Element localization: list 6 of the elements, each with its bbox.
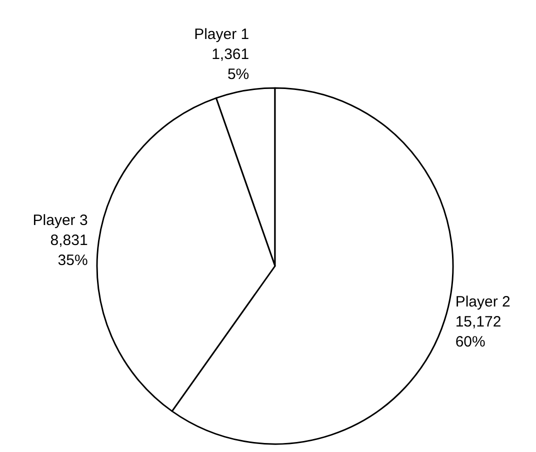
data-label: 8,831 35% (50, 232, 88, 269)
data-label: 15,172 60% (455, 313, 502, 350)
data-label: 1,361 5% (212, 46, 250, 84)
slice-label: Player 3 (32, 212, 88, 229)
slice-label: Player 2 (455, 293, 510, 310)
slice-label: Player 1 (194, 26, 250, 44)
